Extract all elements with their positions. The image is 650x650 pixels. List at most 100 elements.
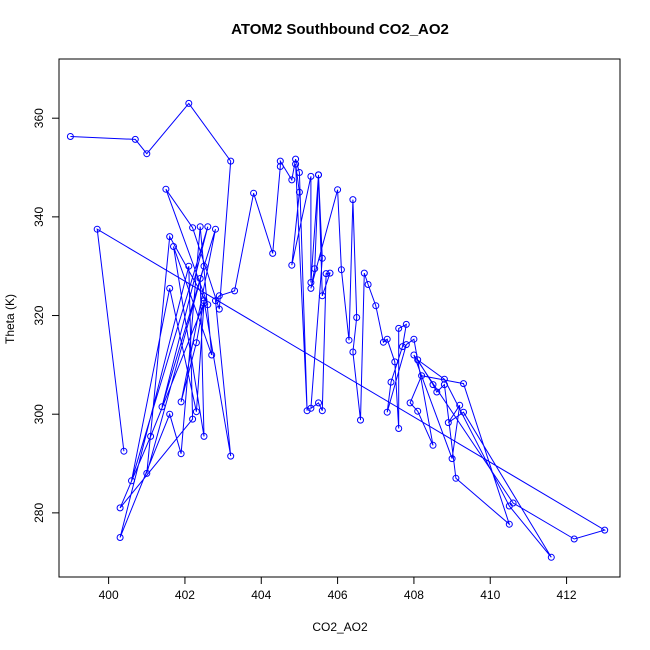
data-point xyxy=(158,403,166,411)
data-point xyxy=(395,324,403,332)
data-point xyxy=(166,284,174,292)
data-point xyxy=(204,301,212,309)
x-axis: 400 402 404 406 408 410 412 xyxy=(99,577,577,602)
data-point xyxy=(93,225,101,233)
series-lines xyxy=(70,102,606,558)
data-point xyxy=(315,171,322,179)
x-tick-label: 408 xyxy=(404,588,424,602)
data-point xyxy=(143,469,151,477)
data-point xyxy=(143,150,151,158)
series-line xyxy=(70,102,606,558)
data-point xyxy=(66,133,74,140)
data-point xyxy=(418,372,426,380)
y-axis-label: Theta (K) xyxy=(3,294,17,344)
data-point xyxy=(295,188,303,196)
data-point xyxy=(372,302,380,310)
data-point xyxy=(410,351,418,359)
data-point xyxy=(349,348,357,356)
data-point xyxy=(448,455,456,463)
data-point xyxy=(303,407,311,415)
data-point xyxy=(383,408,391,416)
data-point xyxy=(452,474,460,482)
data-point xyxy=(414,407,422,415)
data-point xyxy=(399,343,406,351)
data-point xyxy=(215,305,223,313)
data-point xyxy=(360,269,368,277)
data-point xyxy=(337,266,345,274)
data-point xyxy=(357,416,364,424)
data-point xyxy=(212,225,219,233)
data-point xyxy=(128,477,135,485)
data-point xyxy=(410,335,418,343)
data-point xyxy=(315,399,322,407)
data-point xyxy=(288,261,296,269)
data-point xyxy=(250,189,258,197)
data-point xyxy=(406,399,414,407)
y-axis: 280 300 320 340 360 xyxy=(32,108,59,523)
data-point xyxy=(204,223,212,231)
data-point xyxy=(322,270,330,278)
data-point xyxy=(364,281,372,288)
data-point xyxy=(185,99,193,107)
data-point xyxy=(547,553,555,561)
x-tick-label: 400 xyxy=(99,588,119,602)
data-point xyxy=(440,375,448,383)
data-point xyxy=(196,275,204,282)
data-point xyxy=(192,408,200,416)
data-point xyxy=(505,520,513,528)
data-point xyxy=(192,339,200,347)
y-tick-label: 360 xyxy=(32,108,46,128)
data-point xyxy=(307,284,315,292)
data-point xyxy=(509,499,517,507)
data-point xyxy=(349,196,357,204)
data-point xyxy=(212,297,219,305)
data-point xyxy=(120,447,128,455)
data-point xyxy=(200,299,208,307)
x-tick-label: 410 xyxy=(480,588,500,602)
data-point xyxy=(227,157,235,165)
data-point xyxy=(292,160,300,168)
data-point xyxy=(318,254,326,262)
data-point xyxy=(276,163,284,170)
data-point xyxy=(295,169,303,176)
data-point xyxy=(166,233,174,241)
data-point xyxy=(227,452,235,460)
data-point xyxy=(166,410,174,418)
series-points xyxy=(66,99,609,561)
data-point xyxy=(189,415,197,423)
data-point xyxy=(433,388,441,396)
x-axis-label: CO2_AO2 xyxy=(312,620,368,634)
data-point xyxy=(116,534,124,541)
data-point xyxy=(189,224,197,232)
data-point xyxy=(131,135,139,143)
y-tick-label: 340 xyxy=(32,207,46,227)
data-point xyxy=(395,425,403,432)
data-point xyxy=(391,358,399,366)
data-point xyxy=(200,297,208,305)
data-point xyxy=(456,401,464,409)
x-tick-label: 402 xyxy=(175,588,195,602)
data-point xyxy=(185,262,193,270)
data-point xyxy=(196,223,204,231)
data-point xyxy=(307,172,315,180)
y-tick-label: 320 xyxy=(32,305,46,325)
data-point xyxy=(170,243,177,250)
data-point xyxy=(402,320,410,328)
data-point xyxy=(200,432,208,440)
data-point xyxy=(414,356,422,364)
data-point xyxy=(353,314,361,321)
data-point xyxy=(334,186,342,194)
x-tick-label: 412 xyxy=(557,588,577,602)
data-point xyxy=(444,419,452,427)
data-point xyxy=(429,441,437,449)
data-point xyxy=(601,526,609,534)
data-point xyxy=(460,408,467,416)
data-point xyxy=(147,432,155,440)
data-point xyxy=(318,407,326,415)
data-point xyxy=(276,157,284,165)
data-point xyxy=(311,265,319,273)
data-point xyxy=(345,336,353,344)
data-point xyxy=(208,351,216,359)
data-point xyxy=(318,292,326,300)
